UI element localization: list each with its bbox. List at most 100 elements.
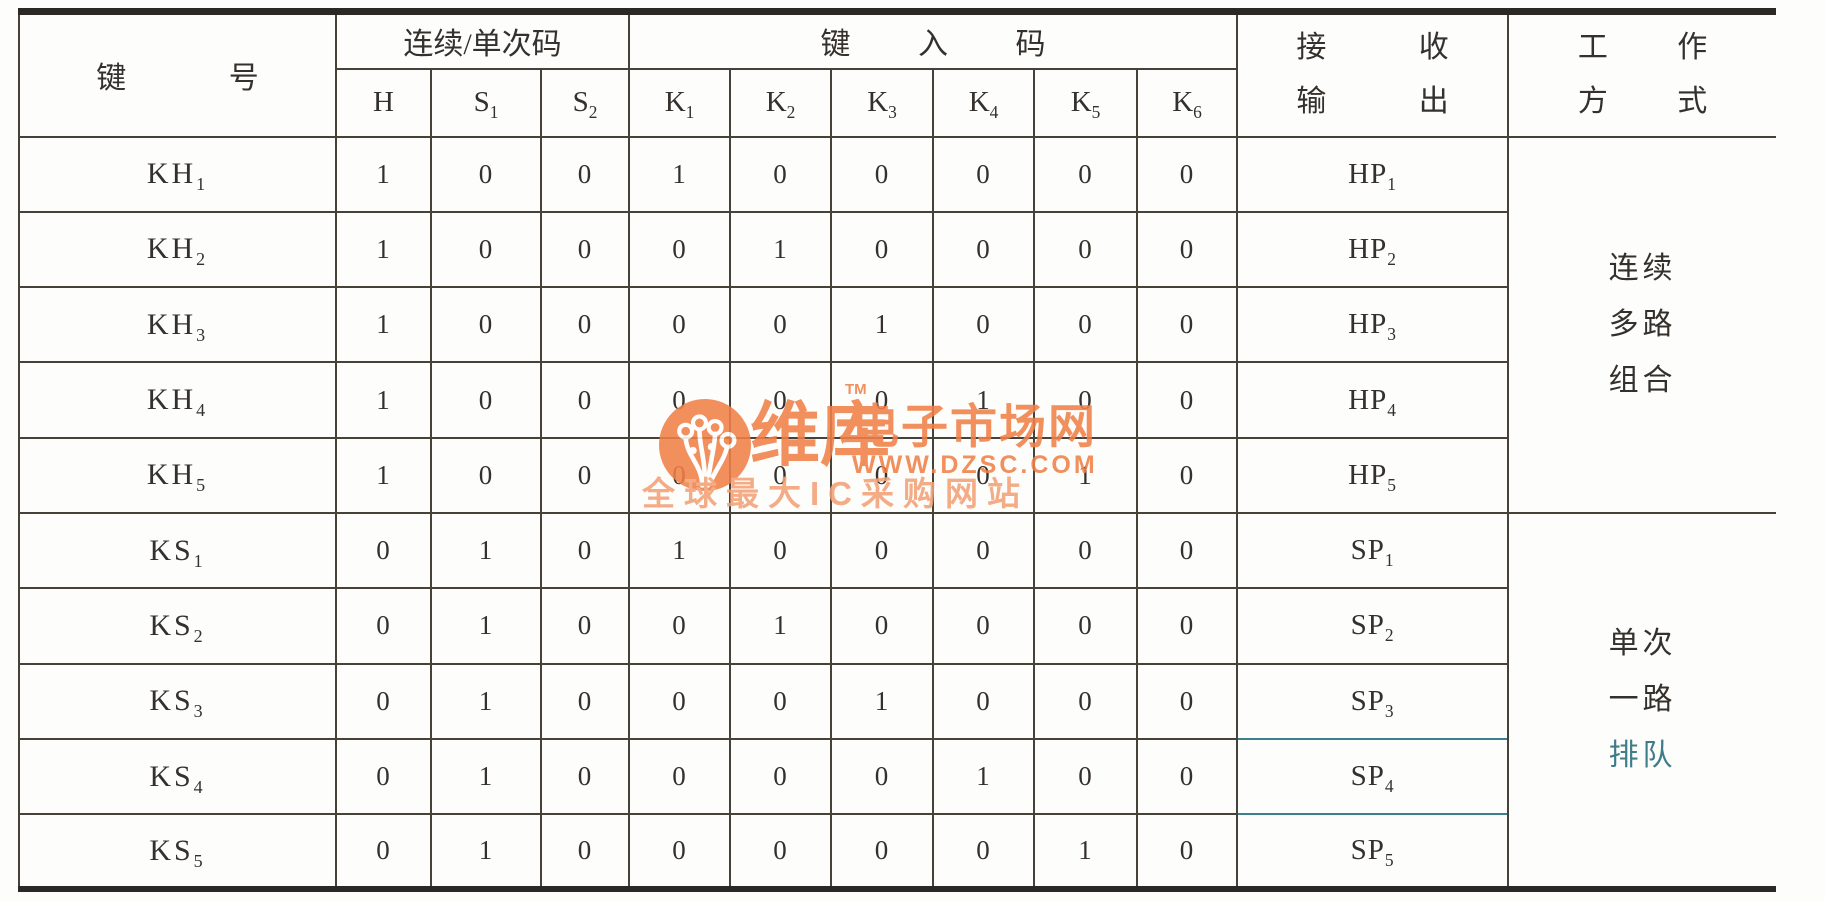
- code-value-cell: 1: [729, 210, 833, 289]
- code-value-cell: 0: [729, 737, 833, 816]
- code-value-cell: 0: [1136, 813, 1239, 891]
- code-value-cell: 0: [430, 436, 542, 514]
- code-value-cell: 0: [830, 737, 935, 816]
- table-row: KH2 1 0 0 0 1 0 0 0 0 HP2: [18, 210, 1776, 289]
- header-col-k5: K5: [1033, 67, 1139, 138]
- code-value-cell: 0: [628, 662, 732, 740]
- table-row: KH1 1 0 0 1 0 0 0 0 0 HP1 连续 多路 组合: [18, 135, 1777, 514]
- output-cell: SP3: [1236, 662, 1509, 740]
- code-value-cell: 1: [628, 135, 732, 213]
- code-value-cell: 1: [932, 737, 1036, 816]
- code-value-cell: 0: [1033, 737, 1139, 816]
- code-value-cell: 0: [729, 436, 833, 514]
- code-value-cell: 0: [1136, 737, 1239, 816]
- code-value-cell: 0: [539, 436, 631, 514]
- code-value-cell: 1: [430, 813, 542, 891]
- table-row: KS2 0 1 0 0 1 0 0 0 0 SP2: [18, 587, 1776, 665]
- code-value-cell: 1: [335, 210, 432, 289]
- code-value-cell: 0: [932, 511, 1036, 590]
- code-value-cell: 0: [539, 662, 631, 740]
- code-value-cell: 0: [1136, 662, 1239, 740]
- code-value-cell: 1: [932, 361, 1036, 439]
- code-value-cell: 0: [1136, 361, 1239, 439]
- code-value-cell: 0: [628, 210, 732, 289]
- code-value-cell: 0: [539, 511, 631, 590]
- header-col-k2: K2: [729, 67, 833, 138]
- code-value-cell: 0: [729, 361, 833, 439]
- header-key-number: 键 号: [18, 10, 337, 138]
- code-value-cell: 1: [628, 511, 732, 590]
- code-value-cell: 0: [539, 813, 631, 891]
- code-value-cell: 0: [729, 813, 833, 891]
- header-receive-output: 接 收 输 出: [1236, 10, 1510, 138]
- code-value-cell: 0: [1033, 135, 1139, 213]
- row-label-cell: KH2: [18, 210, 337, 289]
- code-value-cell: 1: [729, 587, 833, 665]
- code-value-cell: 0: [830, 813, 935, 891]
- code-value-cell: 1: [430, 662, 542, 740]
- code-value-cell: 0: [628, 286, 732, 364]
- code-value-cell: 1: [430, 511, 542, 590]
- work-mode-line: 单次: [1608, 627, 1677, 661]
- output-cell: SP2: [1236, 587, 1509, 665]
- row-label-cell: KH5: [18, 436, 337, 514]
- work-mode-line: 连续: [1608, 251, 1677, 285]
- work-mode-line: 排队: [1608, 739, 1677, 773]
- table-row: KS1 0 1 0 1 0 0 0 0 0 SP1 单次 一路 排队: [18, 511, 1777, 891]
- code-value-cell: 1: [335, 361, 432, 439]
- table-row: KH5 1 0 0 0 0 0 0 1 0 HP5: [18, 436, 1776, 514]
- output-cell: SP5: [1236, 813, 1509, 891]
- header-continuous-single-code: 连续/单次码: [334, 10, 631, 70]
- code-value-cell: 0: [335, 813, 432, 891]
- code-value-cell: 0: [430, 135, 542, 213]
- code-value-cell: 0: [830, 210, 935, 289]
- header-col-k6: K6: [1136, 67, 1238, 138]
- code-value-cell: 1: [335, 436, 432, 514]
- truth-table: 键 号 连续/单次码 键 入 码 接 收 输 出 工 作 方 式 H S1 S2…: [18, 8, 1777, 893]
- code-value-cell: 0: [335, 587, 432, 665]
- header-row-subcolumns: H S1 S2 K1 K2 K3 K4 K5 K6: [19, 67, 1776, 138]
- row-label-cell: KS4: [18, 737, 337, 816]
- code-value-cell: 0: [1033, 210, 1139, 289]
- row-label-cell: KS5: [18, 813, 337, 891]
- output-cell: HP4: [1236, 361, 1509, 439]
- code-value-cell: 0: [830, 361, 935, 439]
- code-value-cell: 0: [729, 286, 833, 364]
- code-value-cell: 1: [1033, 436, 1139, 514]
- code-value-cell: 0: [539, 286, 631, 364]
- code-value-cell: 0: [539, 737, 631, 816]
- code-value-cell: 0: [729, 662, 833, 740]
- work-mode-line: 组合: [1608, 363, 1677, 397]
- output-cell: HP1: [1236, 135, 1510, 213]
- header-receive-output-line2: 输 出: [1296, 85, 1449, 119]
- code-value-cell: 0: [1136, 587, 1239, 665]
- code-value-cell: 0: [830, 135, 935, 213]
- code-value-cell: 0: [830, 587, 935, 665]
- header-receive-output-line1: 接 收: [1296, 31, 1449, 65]
- row-label-cell: KS1: [18, 511, 337, 590]
- code-value-cell: 0: [1136, 135, 1239, 213]
- code-value-cell: 0: [539, 210, 631, 289]
- header-col-s1: S1: [430, 67, 542, 138]
- header-work-mode-line1: 工 作: [1577, 31, 1708, 65]
- code-value-cell: 0: [932, 135, 1036, 213]
- code-value-cell: 0: [932, 587, 1036, 665]
- code-value-cell: 1: [830, 286, 935, 364]
- code-value-cell: 0: [430, 210, 542, 289]
- code-value-cell: 0: [932, 210, 1036, 289]
- row-label-cell: KS2: [18, 587, 337, 665]
- code-value-cell: 0: [335, 662, 432, 740]
- code-value-cell: 0: [335, 737, 432, 816]
- table-row: KS5 0 1 0 0 0 0 0 1 0 SP5: [18, 813, 1776, 891]
- code-value-cell: 0: [628, 813, 732, 891]
- table-row: KH3 1 0 0 0 0 1 0 0 0 HP3: [18, 286, 1776, 364]
- output-cell: SP1: [1236, 511, 1510, 590]
- code-value-cell: 0: [539, 361, 631, 439]
- work-mode-line: 多路: [1608, 307, 1677, 341]
- code-value-cell: 0: [1033, 587, 1139, 665]
- code-value-cell: 1: [430, 587, 542, 665]
- code-value-cell: 0: [628, 587, 732, 665]
- header-col-s2: S2: [539, 67, 631, 138]
- code-value-cell: 0: [1136, 511, 1239, 590]
- row-label-cell: KS3: [18, 662, 337, 740]
